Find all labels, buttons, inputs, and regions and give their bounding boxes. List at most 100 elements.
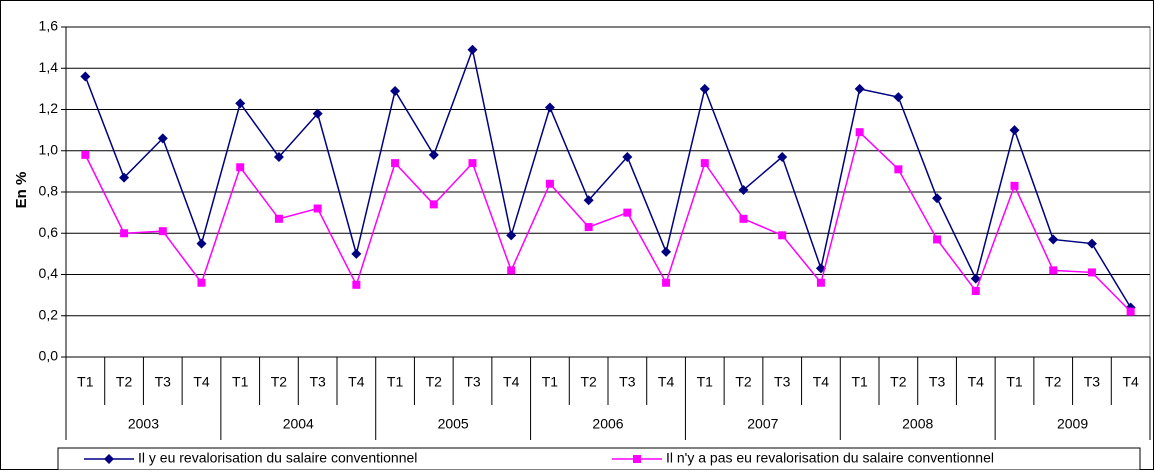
point [390,85,401,96]
point [429,200,438,209]
point [544,102,555,113]
point [467,44,478,55]
x-tick-label: T1 [1006,374,1023,390]
x-tick-label: T3 [464,374,481,390]
point [545,179,554,188]
point [196,238,207,249]
point [661,246,672,257]
point [1086,238,1097,249]
x-tick-label: T2 [580,374,597,390]
series-line [84,46,1132,308]
x-tick-label: T3 [774,374,791,390]
y-tick-label: 1,2 [39,100,59,116]
x-tick-label: T2 [890,374,907,390]
x-group-label: 2003 [128,416,159,432]
point [855,128,864,137]
x-tick-label: T2 [116,374,133,390]
series-line [84,130,1132,313]
x-tick-label: T3 [1084,374,1101,390]
point [1048,234,1059,245]
point [739,214,748,223]
point [274,214,283,223]
legend-marker [633,455,641,463]
point [777,151,788,162]
x-tick-label: T4 [193,374,210,390]
y-tick-label: 1,0 [39,141,59,157]
x-tick-label: T4 [658,374,675,390]
x-tick-label: T1 [387,374,404,390]
point [970,273,981,284]
point [1049,266,1058,275]
point [507,266,516,275]
legend-marker [104,454,114,464]
y-tick-label: 0,8 [39,183,59,199]
y-tick-label: 0,0 [39,348,59,364]
point [778,231,787,240]
point [468,159,477,168]
x-tick-label: T2 [735,374,752,390]
point [1087,268,1096,277]
point [197,278,206,287]
legend-label: Il y eu revalorisation du salaire conven… [138,450,417,466]
point [623,208,632,217]
point [81,150,90,159]
point [894,165,903,174]
point [235,98,246,109]
x-tick-label: T3 [619,374,636,390]
x-group-label: 2009 [1057,416,1088,432]
x-tick-label: T4 [503,374,520,390]
point [1126,307,1135,316]
x-tick-label: T2 [271,374,288,390]
point [391,159,400,168]
point [120,229,129,238]
x-tick-label: T4 [348,374,365,390]
point [157,133,168,144]
point [1010,181,1019,190]
point [662,278,671,287]
point [428,149,439,160]
point [583,195,594,206]
point [933,235,942,244]
point [700,159,709,168]
x-tick-label: T1 [77,374,94,390]
point [699,83,710,94]
y-axis-label: En % [13,172,30,209]
x-tick-label: T2 [426,374,443,390]
y-tick-label: 1,4 [39,59,59,75]
point [313,204,322,213]
point [816,278,825,287]
point [506,230,517,241]
y-tick-label: 1,6 [39,18,59,34]
point [351,248,362,259]
x-group-label: 2008 [902,416,933,432]
x-tick-label: T1 [232,374,249,390]
x-group-label: 2006 [592,416,623,432]
y-tick-label: 0,2 [39,306,59,322]
x-tick-label: T4 [813,374,830,390]
point [80,71,91,82]
x-tick-label: T3 [309,374,326,390]
x-tick-label: T4 [1122,374,1139,390]
y-tick-label: 0,4 [39,265,59,281]
point [584,223,593,232]
point [352,280,361,289]
x-tick-label: T3 [155,374,172,390]
x-group-label: 2005 [438,416,469,432]
point [738,184,749,195]
x-tick-label: T3 [929,374,946,390]
point [854,83,865,94]
x-group-label: 2004 [283,416,314,432]
x-tick-label: T4 [968,374,985,390]
point [119,172,130,183]
x-tick-label: T1 [851,374,868,390]
x-tick-label: T2 [1045,374,1062,390]
point [273,151,284,162]
x-group-label: 2007 [747,416,778,432]
y-tick-label: 0,6 [39,224,59,240]
point [932,193,943,204]
point [312,108,323,119]
point [236,163,245,172]
x-tick-label: T1 [542,374,559,390]
point [893,92,904,103]
